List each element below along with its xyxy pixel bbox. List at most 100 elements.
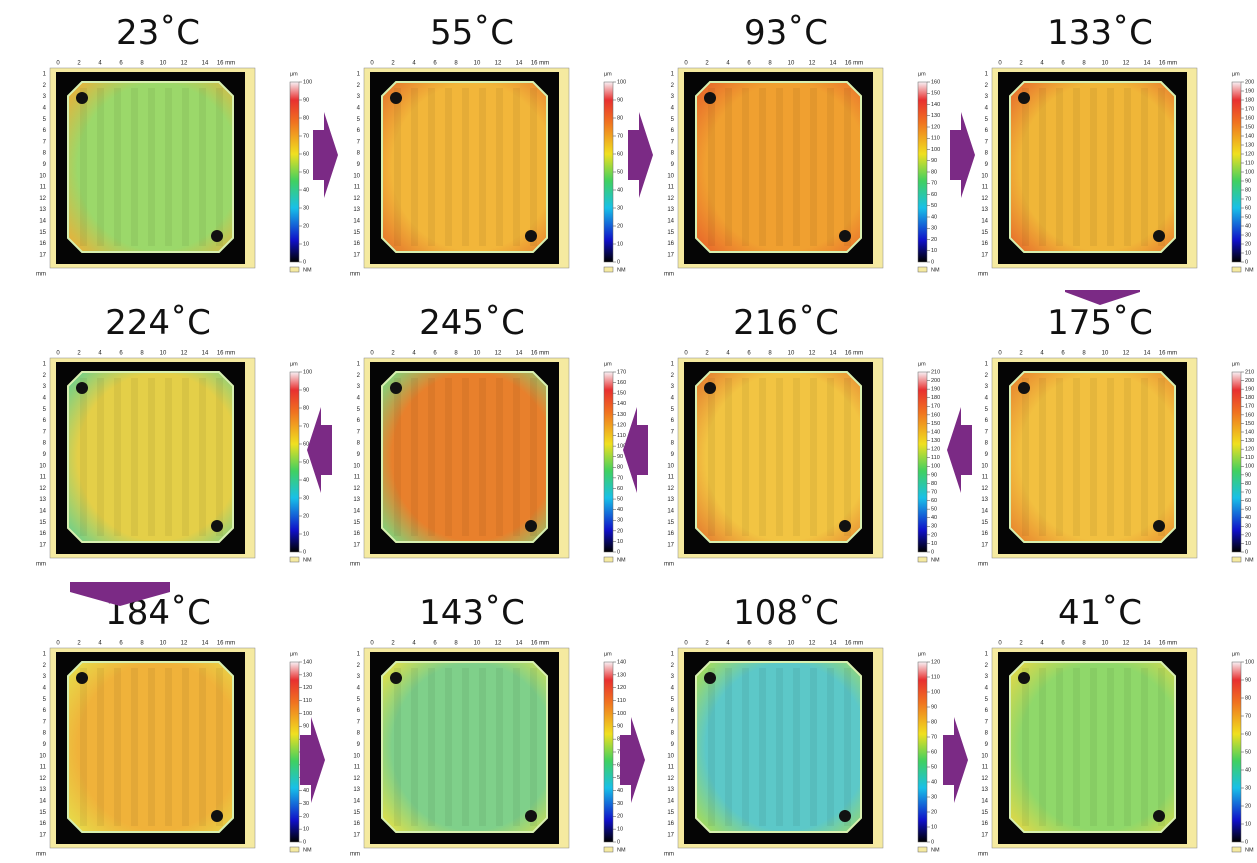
y-tick-label: 15 bbox=[39, 230, 46, 236]
x-tick-label: 2 bbox=[391, 61, 395, 67]
y-tick-label: 5 bbox=[357, 697, 361, 703]
colorbar-label: 110 bbox=[617, 698, 626, 704]
stripe bbox=[759, 88, 766, 246]
colorbar-label: 100 bbox=[617, 711, 626, 717]
colorbar-label: 30 bbox=[931, 524, 937, 530]
panel-title: 93˚C bbox=[744, 13, 828, 53]
colorbar-label: 0 bbox=[1245, 839, 1248, 845]
stripe bbox=[827, 88, 834, 246]
x-tick-label: 10 bbox=[474, 61, 481, 67]
y-tick-label: 13 bbox=[981, 497, 988, 503]
colorbar-label: 70 bbox=[1245, 196, 1251, 202]
y-tick-label: 1 bbox=[43, 652, 47, 658]
y-tick-label: 6 bbox=[985, 708, 989, 714]
x-tick-label: 0 bbox=[370, 641, 374, 647]
y-tick-label: 13 bbox=[353, 497, 360, 503]
fiducial bbox=[1018, 92, 1030, 104]
colorbar-label: 10 bbox=[931, 824, 937, 830]
fiducial bbox=[211, 520, 223, 532]
y-tick-label: 5 bbox=[671, 697, 675, 703]
x-tick-label: 10 bbox=[474, 351, 481, 357]
colorbar-label: 10 bbox=[1245, 821, 1251, 827]
x-tick-label: 12 bbox=[495, 61, 502, 67]
x-tick-label: 2 bbox=[1019, 641, 1023, 647]
y-tick-label: 14 bbox=[981, 218, 988, 224]
stripe bbox=[759, 378, 766, 536]
colorbar-label: 60 bbox=[1245, 731, 1251, 737]
x-tick-label: 16 mm bbox=[1159, 351, 1177, 357]
y-tick-label: 8 bbox=[671, 151, 675, 157]
stripe bbox=[496, 88, 503, 246]
nm-label: NM bbox=[931, 267, 940, 273]
y-tick-label: 2 bbox=[43, 663, 47, 669]
y-tick-label: 4 bbox=[43, 395, 47, 401]
x-tick-label: 0 bbox=[998, 351, 1002, 357]
y-tick-label: 6 bbox=[43, 128, 47, 134]
stripe bbox=[1056, 668, 1063, 826]
stripe bbox=[114, 378, 121, 536]
y-tick-label: 4 bbox=[43, 685, 47, 691]
y-tick-label: 9 bbox=[43, 162, 47, 168]
fiducial bbox=[211, 230, 223, 242]
x-tick-label: 2 bbox=[705, 351, 709, 357]
y-tick-label: 9 bbox=[671, 162, 675, 168]
x-tick-label: 4 bbox=[726, 351, 730, 357]
y-tick-label: 17 bbox=[353, 542, 360, 548]
y-tick-label: 12 bbox=[981, 486, 988, 492]
y-unit: mm bbox=[350, 272, 360, 278]
colorbar-label: 10 bbox=[303, 827, 309, 833]
stripe bbox=[411, 88, 418, 246]
x-tick-label: 4 bbox=[98, 61, 102, 67]
y-tick-label: 4 bbox=[671, 685, 675, 691]
nm-label: NM bbox=[931, 847, 940, 853]
nm-swatch bbox=[918, 267, 927, 272]
x-tick-label: 10 bbox=[474, 641, 481, 647]
colorbar-label: 50 bbox=[1245, 507, 1251, 513]
y-tick-label: 11 bbox=[668, 765, 675, 771]
nm-swatch bbox=[918, 847, 927, 852]
colorbar-label: 190 bbox=[1245, 387, 1254, 393]
y-tick-label: 8 bbox=[43, 441, 47, 447]
colorbar-label: 20 bbox=[931, 532, 937, 538]
colorbar-label: 30 bbox=[1245, 524, 1251, 530]
colorbar-label: 90 bbox=[303, 724, 309, 730]
colorbar-label: 40 bbox=[303, 788, 309, 794]
y-tick-label: 14 bbox=[667, 798, 674, 804]
x-tick-label: 16 mm bbox=[531, 351, 549, 357]
stripe bbox=[513, 668, 520, 826]
colorbar-label: 60 bbox=[617, 151, 623, 157]
colorbar-label: 10 bbox=[617, 539, 623, 545]
colorbar-label: 160 bbox=[617, 380, 626, 386]
x-tick-label: 12 bbox=[181, 641, 188, 647]
x-tick-label: 14 bbox=[1144, 61, 1151, 67]
y-tick-label: 17 bbox=[353, 252, 360, 258]
colorbar-label: 70 bbox=[303, 133, 309, 139]
colorbar-label: 40 bbox=[617, 507, 623, 513]
y-tick-label: 10 bbox=[981, 173, 988, 179]
y-tick-label: 14 bbox=[667, 218, 674, 224]
y-tick-label: 13 bbox=[353, 207, 360, 213]
colorbar-label: 50 bbox=[931, 507, 937, 513]
y-tick-label: 13 bbox=[667, 207, 674, 213]
y-tick-label: 12 bbox=[353, 486, 360, 492]
colorbar-label: 90 bbox=[1245, 472, 1251, 478]
colorbar-label: 10 bbox=[931, 248, 937, 254]
stripe bbox=[479, 378, 486, 536]
colorbar-label: 0 bbox=[1245, 549, 1248, 555]
y-tick-label: 2 bbox=[671, 83, 675, 89]
colorbar bbox=[290, 662, 299, 842]
stripe bbox=[216, 88, 223, 246]
y-tick-label: 6 bbox=[43, 708, 47, 714]
y-tick-label: 13 bbox=[39, 497, 46, 503]
y-tick-label: 14 bbox=[353, 218, 360, 224]
stripe bbox=[1158, 378, 1165, 536]
y-tick-label: 11 bbox=[982, 765, 989, 771]
stripe bbox=[1073, 88, 1080, 246]
stripe bbox=[1039, 668, 1046, 826]
y-tick-label: 11 bbox=[668, 475, 675, 481]
x-tick-label: 14 bbox=[516, 351, 523, 357]
colorbar-label: 30 bbox=[931, 226, 937, 232]
x-tick-label: 0 bbox=[56, 351, 60, 357]
colorbar-label: 30 bbox=[1245, 232, 1251, 238]
fiducial bbox=[704, 382, 716, 394]
